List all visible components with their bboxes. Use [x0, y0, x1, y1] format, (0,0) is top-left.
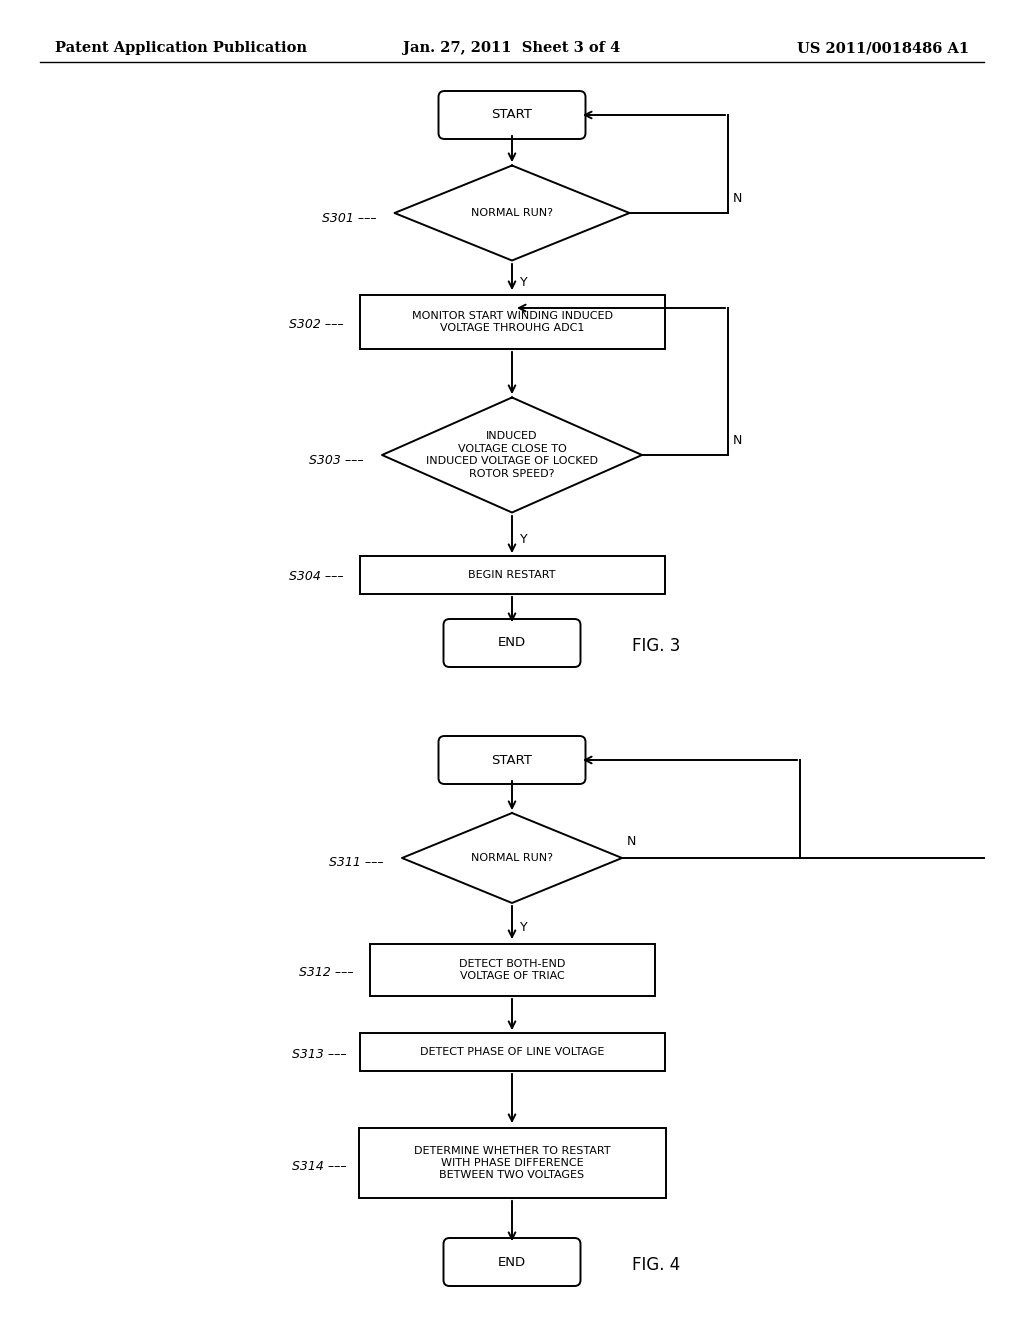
Text: Y: Y	[520, 921, 527, 935]
Text: NORMAL RUN?: NORMAL RUN?	[471, 209, 553, 218]
Text: US 2011/0018486 A1: US 2011/0018486 A1	[797, 41, 969, 55]
Text: S303 –––: S303 –––	[309, 454, 364, 466]
Text: START: START	[492, 108, 532, 121]
Text: S304 –––: S304 –––	[290, 570, 344, 583]
Text: DETECT BOTH-END
VOLTAGE OF TRIAC: DETECT BOTH-END VOLTAGE OF TRIAC	[459, 958, 565, 981]
Text: FIG. 4: FIG. 4	[632, 1257, 680, 1274]
Text: Jan. 27, 2011  Sheet 3 of 4: Jan. 27, 2011 Sheet 3 of 4	[403, 41, 621, 55]
Text: DETECT PHASE OF LINE VOLTAGE: DETECT PHASE OF LINE VOLTAGE	[420, 1047, 604, 1057]
Text: Patent Application Publication: Patent Application Publication	[55, 41, 307, 55]
Text: END: END	[498, 636, 526, 649]
Text: S301 –––: S301 –––	[323, 211, 377, 224]
Text: START: START	[492, 754, 532, 767]
Text: END: END	[498, 1255, 526, 1269]
Text: INDUCED
VOLTAGE CLOSE TO
INDUCED VOLTAGE OF LOCKED
ROTOR SPEED?: INDUCED VOLTAGE CLOSE TO INDUCED VOLTAGE…	[426, 432, 598, 479]
Bar	[359, 294, 665, 348]
Text: Y: Y	[520, 533, 527, 546]
Text: BEGIN RESTART: BEGIN RESTART	[468, 570, 556, 579]
Text: S312 –––: S312 –––	[299, 966, 354, 979]
Bar	[370, 944, 654, 997]
Text: Y: Y	[520, 276, 527, 289]
Bar	[359, 556, 665, 594]
Text: NORMAL RUN?: NORMAL RUN?	[471, 853, 553, 863]
FancyBboxPatch shape	[443, 1238, 581, 1286]
Polygon shape	[402, 813, 622, 903]
Text: FIG. 3: FIG. 3	[632, 638, 680, 655]
FancyBboxPatch shape	[443, 619, 581, 667]
Text: N: N	[733, 191, 742, 205]
FancyBboxPatch shape	[438, 91, 586, 139]
Text: S311 –––: S311 –––	[330, 857, 384, 870]
Text: DETERMINE WHETHER TO RESTART
WITH PHASE DIFFERENCE
BETWEEN TWO VOLTAGES: DETERMINE WHETHER TO RESTART WITH PHASE …	[414, 1146, 610, 1180]
Polygon shape	[382, 397, 642, 512]
Text: S313 –––: S313 –––	[293, 1048, 347, 1060]
Polygon shape	[394, 165, 630, 260]
Bar	[359, 1034, 665, 1071]
Text: MONITOR START WINDING INDUCED
VOLTAGE THROUHG ADC1: MONITOR START WINDING INDUCED VOLTAGE TH…	[412, 310, 612, 333]
Text: N: N	[733, 434, 742, 447]
Bar	[358, 1129, 666, 1199]
Text: S314 –––: S314 –––	[293, 1159, 347, 1172]
FancyBboxPatch shape	[438, 737, 586, 784]
Text: N: N	[627, 836, 636, 847]
Text: S302 –––: S302 –––	[290, 318, 344, 331]
